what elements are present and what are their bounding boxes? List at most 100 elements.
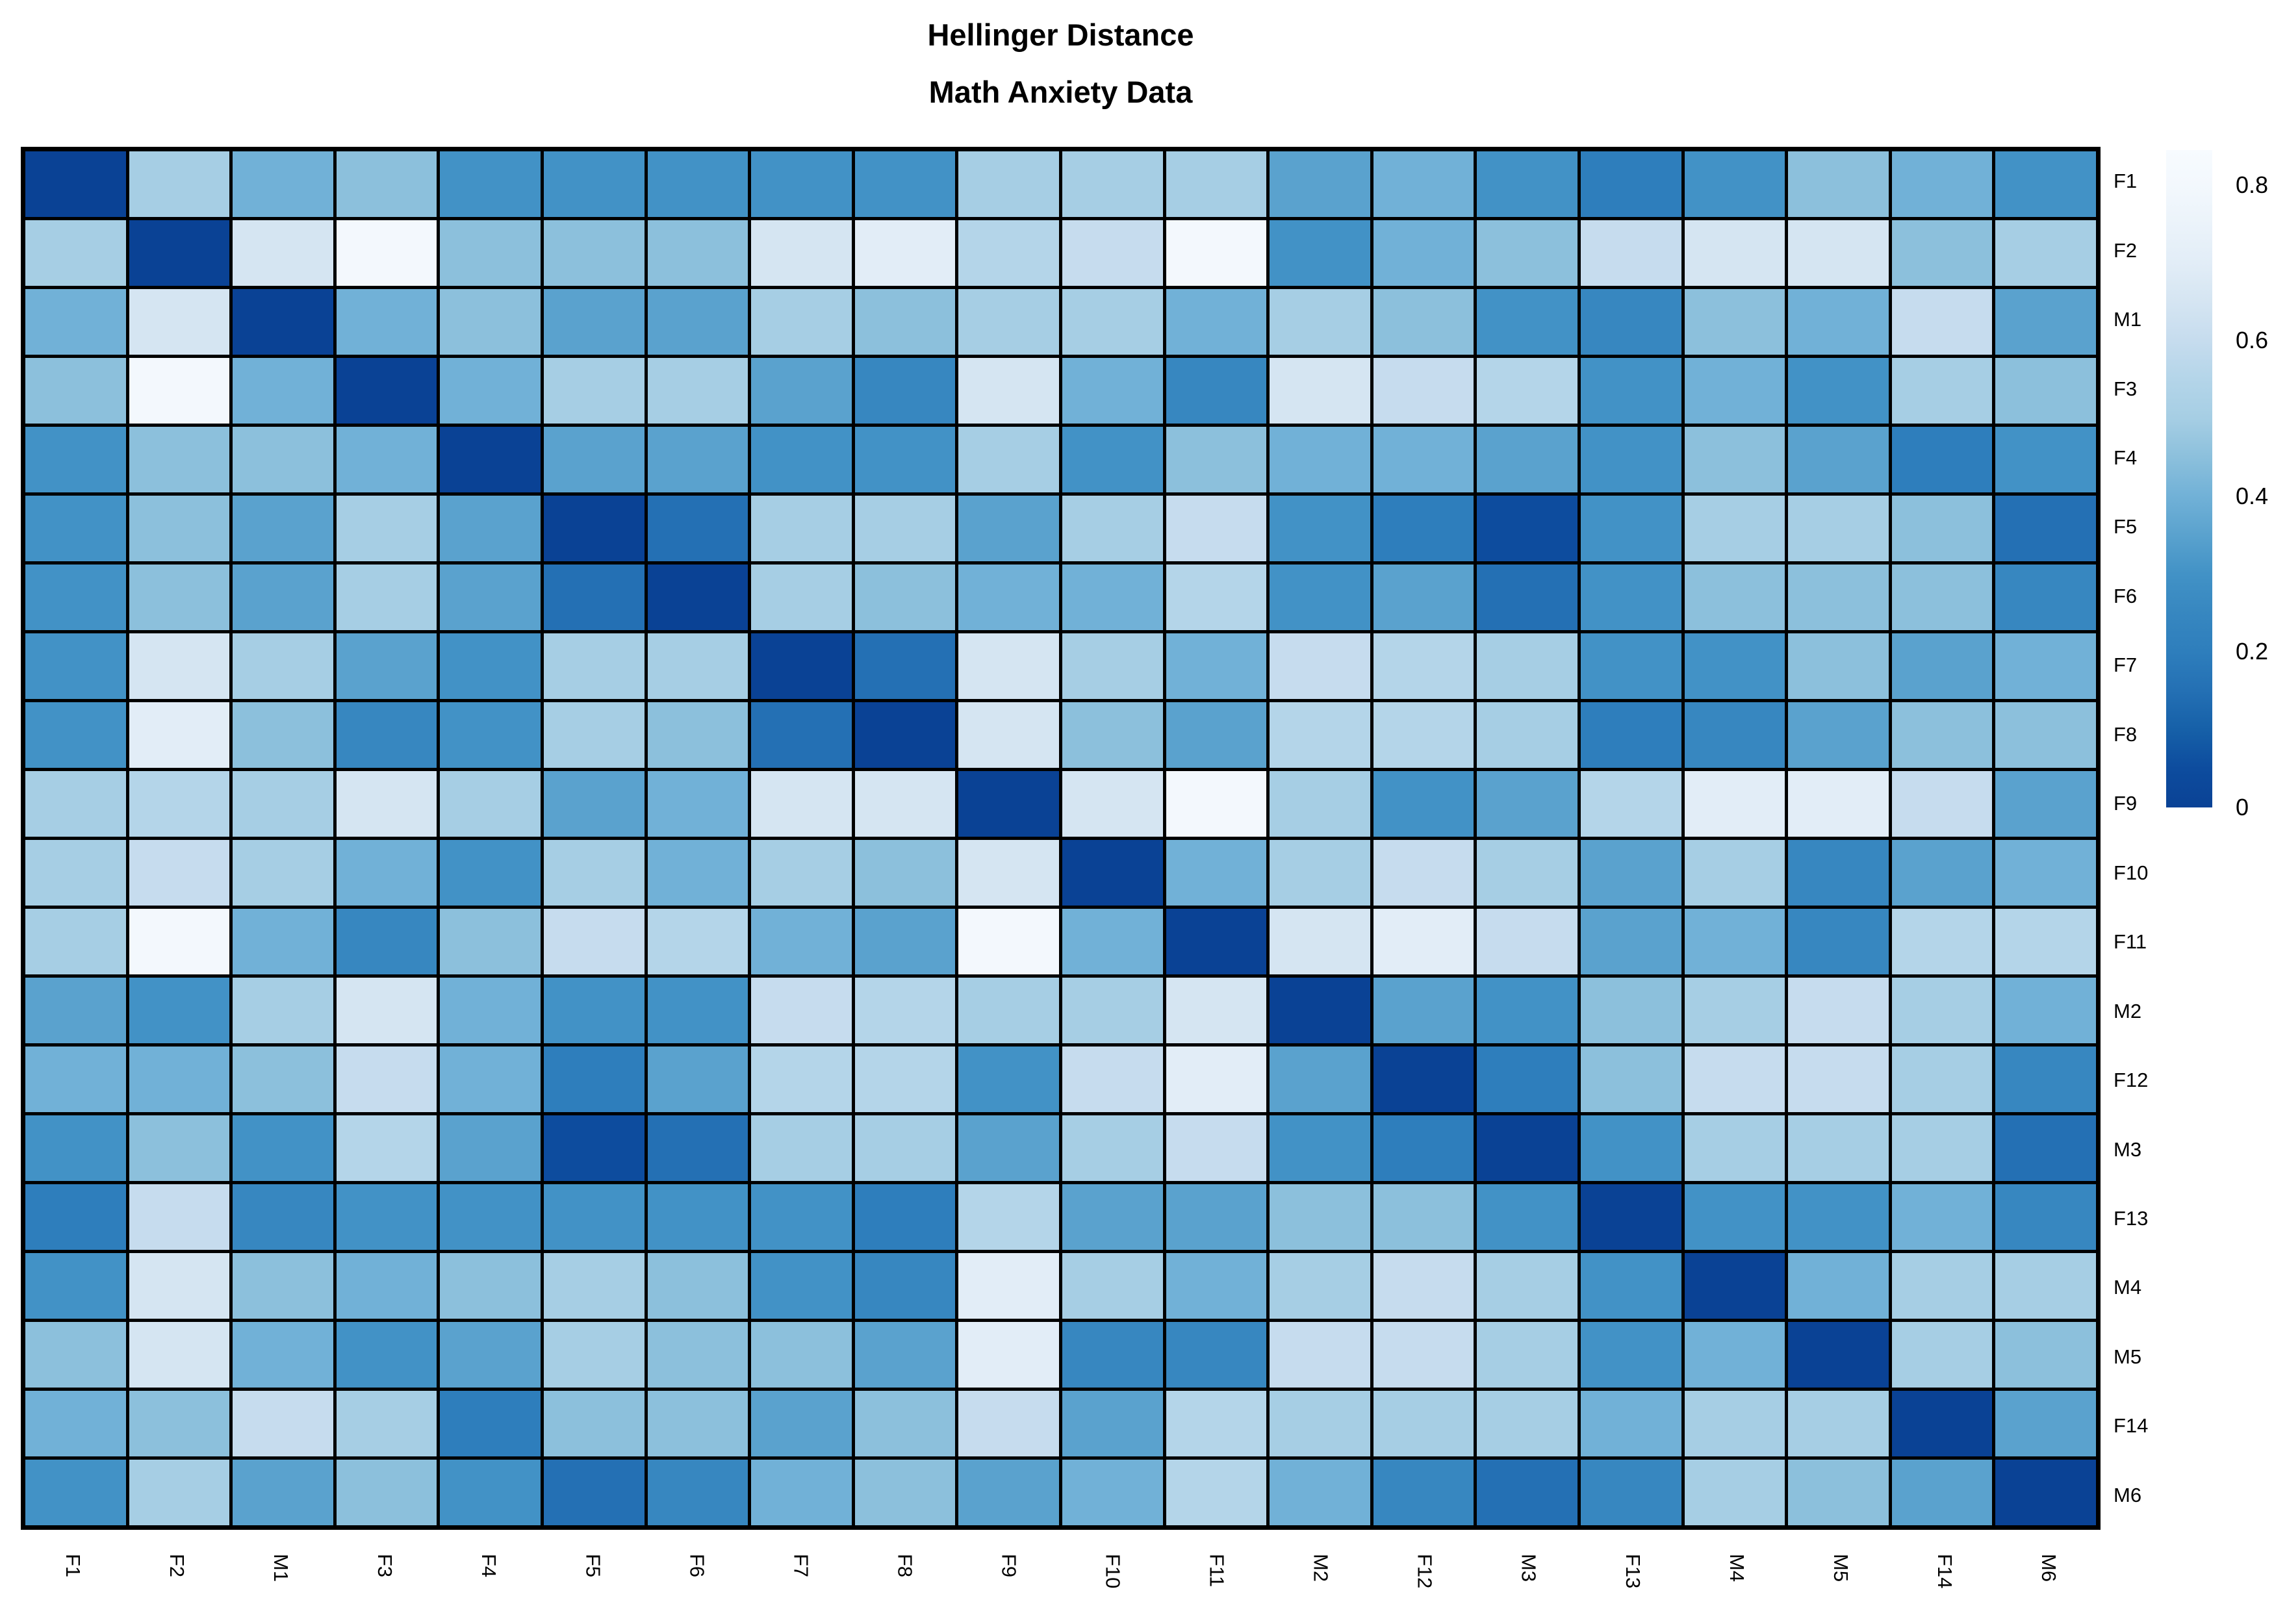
heatmap-cell xyxy=(337,1322,437,1388)
heatmap-cell xyxy=(25,565,126,630)
heatmap-cell xyxy=(751,702,852,768)
heatmap-cell xyxy=(1373,1460,1474,1525)
row-label: F7 xyxy=(2114,653,2137,678)
heatmap-cell xyxy=(544,909,645,974)
heatmap-cell xyxy=(958,1184,1059,1250)
heatmap-cell xyxy=(958,633,1059,699)
heatmap-cell xyxy=(129,358,230,424)
col-label: F11 xyxy=(1205,1554,1229,1587)
heatmap-cell xyxy=(1062,496,1163,561)
heatmap-cell xyxy=(1477,633,1578,699)
heatmap-cell xyxy=(1995,289,2096,355)
row-label: M3 xyxy=(2114,1137,2141,1162)
heatmap-cell xyxy=(855,1184,956,1250)
heatmap-cell xyxy=(855,427,956,492)
heatmap-cell xyxy=(1788,1460,1889,1525)
heatmap-cell xyxy=(751,289,852,355)
legend-tick-label: 0.4 xyxy=(2236,483,2268,509)
heatmap-cell xyxy=(544,496,645,561)
heatmap-cell xyxy=(337,633,437,699)
heatmap-cell xyxy=(1166,427,1267,492)
heatmap-cell xyxy=(1995,151,2096,217)
heatmap-cell xyxy=(1166,840,1267,906)
col-label: M1 xyxy=(269,1554,292,1582)
heatmap-cell xyxy=(1788,565,1889,630)
heatmap-cell xyxy=(1477,496,1578,561)
heatmap-cell xyxy=(1270,771,1370,837)
heatmap-cell xyxy=(1270,1047,1370,1112)
heatmap-cell xyxy=(1685,771,1785,837)
heatmap-cell xyxy=(25,633,126,699)
heatmap-cell xyxy=(440,1184,541,1250)
heatmap-cell xyxy=(1270,702,1370,768)
heatmap-cell xyxy=(440,978,541,1043)
heatmap-cell xyxy=(648,1047,748,1112)
heatmap-cell xyxy=(855,358,956,424)
heatmap-cell xyxy=(233,1253,333,1319)
heatmap-cell xyxy=(1788,151,1889,217)
heatmap-cell xyxy=(1892,1115,1993,1181)
heatmap-cell xyxy=(958,1322,1059,1388)
heatmap-cell xyxy=(1788,978,1889,1043)
heatmap-cell xyxy=(1062,151,1163,217)
heatmap-cell xyxy=(1788,358,1889,424)
heatmap-cell xyxy=(751,909,852,974)
legend-tick-label: 0.2 xyxy=(2236,639,2268,665)
heatmap-cell xyxy=(544,840,645,906)
row-label: F11 xyxy=(2114,930,2147,954)
heatmap-cell xyxy=(337,909,437,974)
heatmap-cell xyxy=(233,289,333,355)
heatmap-cell xyxy=(1892,1184,1993,1250)
heatmap-cell xyxy=(337,1460,437,1525)
heatmap-cell xyxy=(1477,1391,1578,1456)
heatmap-cell xyxy=(25,1460,126,1525)
heatmap-cell xyxy=(958,358,1059,424)
heatmap-cell xyxy=(440,909,541,974)
heatmap-cell xyxy=(337,151,437,217)
heatmap-cell xyxy=(648,1391,748,1456)
col-label: F12 xyxy=(1413,1554,1437,1588)
row-label: M5 xyxy=(2114,1345,2141,1369)
heatmap-cell xyxy=(855,220,956,286)
heatmap-cell xyxy=(440,427,541,492)
heatmap-cell xyxy=(1062,427,1163,492)
heatmap-cell xyxy=(1581,840,1681,906)
heatmap-cell xyxy=(1892,771,1993,837)
heatmap-cell xyxy=(25,1322,126,1388)
heatmap-cell xyxy=(233,358,333,424)
heatmap-cell xyxy=(1062,358,1163,424)
heatmap-cell xyxy=(958,427,1059,492)
heatmap-cell xyxy=(1685,1047,1785,1112)
heatmap-cell xyxy=(544,427,645,492)
heatmap-cell xyxy=(1892,1047,1993,1112)
heatmap-cell xyxy=(337,220,437,286)
heatmap-cell xyxy=(855,1460,956,1525)
legend-colorbar xyxy=(2166,150,2212,807)
heatmap-cell xyxy=(129,1253,230,1319)
heatmap-cell xyxy=(855,496,956,561)
heatmap-cell xyxy=(1477,771,1578,837)
heatmap-cell xyxy=(751,1253,852,1319)
heatmap-cell xyxy=(855,1115,956,1181)
heatmap-cell xyxy=(1685,978,1785,1043)
heatmap-cell xyxy=(1373,220,1474,286)
heatmap-cell xyxy=(1581,978,1681,1043)
col-label: F7 xyxy=(789,1554,812,1577)
heatmap-cell xyxy=(129,702,230,768)
heatmap-cell xyxy=(1270,1391,1370,1456)
heatmap-cell xyxy=(337,978,437,1043)
heatmap-cell xyxy=(1892,840,1993,906)
heatmap-cell xyxy=(1788,840,1889,906)
heatmap-cell xyxy=(1477,220,1578,286)
heatmap-cell xyxy=(1892,220,1993,286)
heatmap-cell xyxy=(648,702,748,768)
heatmap-cell xyxy=(648,840,748,906)
heatmap-cell xyxy=(337,1184,437,1250)
heatmap-cell xyxy=(337,702,437,768)
heatmap-cell xyxy=(1995,840,2096,906)
heatmap-cell xyxy=(1685,840,1785,906)
heatmap-cell xyxy=(1581,1047,1681,1112)
heatmap-cell xyxy=(337,289,437,355)
heatmap-cell xyxy=(129,151,230,217)
heatmap-cell xyxy=(958,496,1059,561)
